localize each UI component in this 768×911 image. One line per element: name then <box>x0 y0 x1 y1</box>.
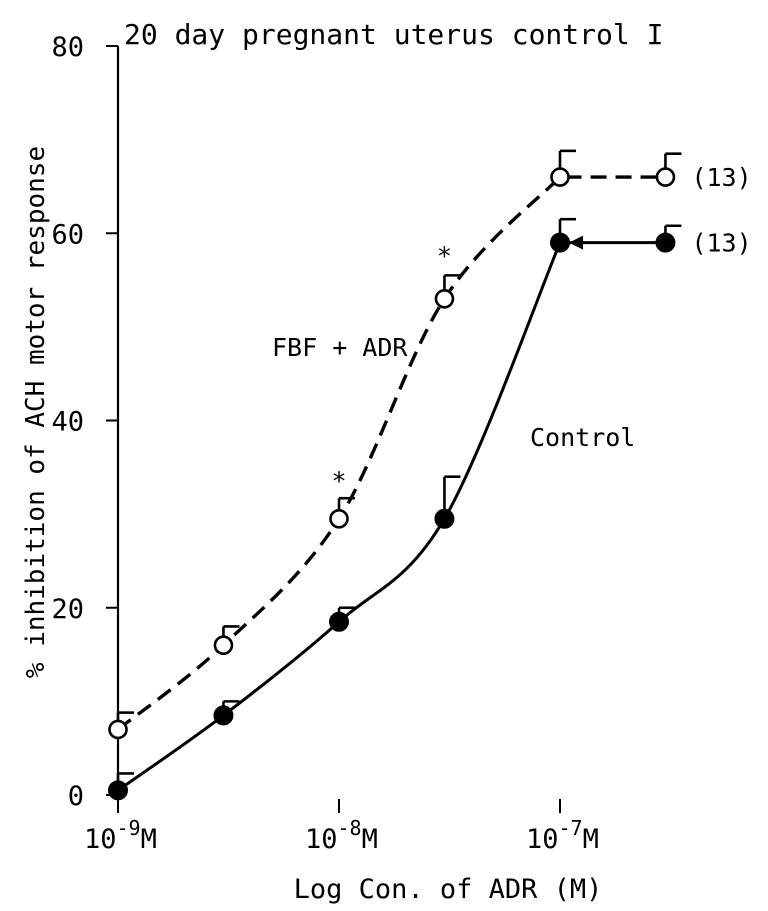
fbf-adr-point <box>550 167 570 187</box>
x-tick-label: 10-9M <box>84 816 157 855</box>
x-tick-base: 10 <box>84 824 117 855</box>
x-tick-label: 10-8M <box>305 816 378 855</box>
x-tick-exponent: -9 <box>117 816 141 840</box>
control-point <box>108 780 128 801</box>
labels: 20 day pregnant uterus control I % inhibi… <box>21 18 752 905</box>
series-n-label: (13) <box>691 229 751 258</box>
fbf-adr-curve <box>116 175 666 731</box>
y-tick-label: 0 <box>68 781 84 812</box>
fbf-adr-point <box>434 288 455 309</box>
x-tick-base: 10 <box>305 824 338 855</box>
series-n-label: (13) <box>691 163 751 192</box>
control-point <box>434 508 455 529</box>
control-point <box>213 705 234 726</box>
chart-title: 20 day pregnant uterus control I <box>124 18 663 51</box>
x-tick-unit: M <box>141 824 157 855</box>
curves <box>116 175 666 792</box>
y-tick-label: 40 <box>51 407 84 438</box>
x-tick-exponent: -7 <box>559 816 583 840</box>
control-arrowhead <box>569 235 583 250</box>
series-label-control: Control <box>530 423 635 452</box>
y-tick-label: 20 <box>51 594 84 625</box>
data-points <box>108 167 676 801</box>
error-bars <box>116 149 682 791</box>
fbf-adr-point <box>329 509 349 529</box>
significance-mark: * <box>437 242 452 271</box>
fbf-adr-point <box>108 719 128 740</box>
control-point <box>550 232 570 253</box>
control-point <box>329 611 349 632</box>
x-axis-label: Log Con. of ADR (M) <box>294 874 603 905</box>
x-tick-label: 10-7M <box>526 816 599 855</box>
x-tick-unit: M <box>362 824 378 855</box>
x-tick-exponent: -8 <box>338 816 362 840</box>
x-tick-base: 10 <box>526 824 559 855</box>
x-tick-unit: M <box>583 824 599 855</box>
y-axis-label: % inhibition of ACH motor response <box>21 146 51 678</box>
y-tick-label: 80 <box>51 32 84 63</box>
series-label-fbf-adr: FBF + ADR <box>272 333 408 362</box>
control-point <box>655 232 676 253</box>
control-curve <box>117 241 666 792</box>
fbf-adr-point <box>213 635 234 656</box>
significance-mark: * <box>331 466 346 495</box>
fbf-adr-point <box>655 167 676 187</box>
y-tick-label: 60 <box>51 219 84 250</box>
